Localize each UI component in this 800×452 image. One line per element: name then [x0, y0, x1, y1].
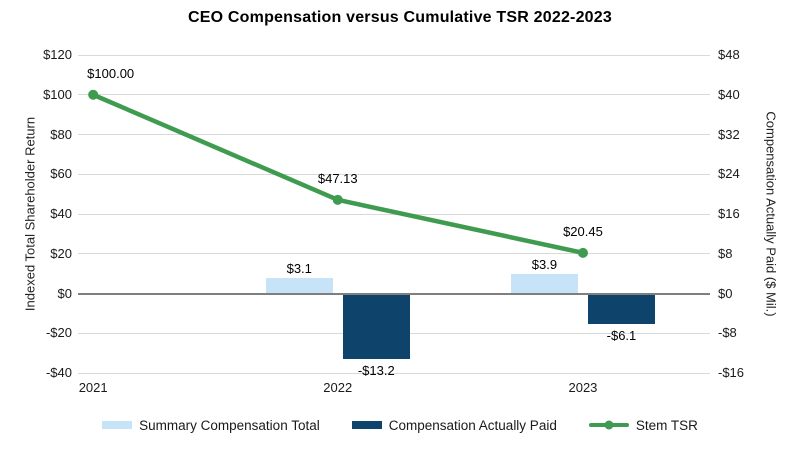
bar-label: -$6.1	[606, 327, 637, 343]
x-axis-tick-label: 2022	[323, 380, 353, 395]
left-axis-tick-label: $40	[50, 206, 72, 221]
gridline	[78, 134, 710, 135]
bar-label: -$13.2	[357, 363, 395, 379]
line-point-label: $100.00	[87, 65, 135, 81]
legend-label-stem-tsr: Stem TSR	[635, 417, 698, 433]
gridline	[78, 372, 710, 374]
right-axis-tick-label: -$16	[718, 365, 745, 380]
right-axis-tick-label: $0	[718, 285, 733, 301]
left-axis-tick-label: $60	[50, 166, 72, 182]
legend-item-stem-tsr: Stem TSR	[588, 417, 698, 433]
gridline	[78, 54, 710, 56]
right-axis-tick-label: -$8	[718, 325, 737, 341]
legend: Summary Compensation Total Compensation …	[0, 413, 800, 437]
right-axis-tick-label: $16	[718, 206, 740, 221]
gridline	[78, 94, 710, 96]
left-axis-tick-label: $80	[50, 126, 72, 142]
left-axis-tick-label: -$40	[45, 365, 72, 380]
line-point	[88, 89, 99, 100]
compensation-actually-paid-swatch-icon	[351, 421, 382, 429]
stem-tsr-line-marker-icon	[588, 420, 629, 430]
line-point-label: $20.45	[563, 223, 603, 239]
bar-2023	[587, 293, 655, 324]
left-axis-tick-label: $100	[43, 86, 72, 102]
gridline	[78, 253, 710, 255]
chart-title: CEO Compensation versus Cumulative TSR 2…	[188, 9, 612, 26]
x-axis-tick-label: 2023	[568, 380, 598, 395]
legend-label-compensation-actually-paid: Compensation Actually Paid	[388, 417, 557, 433]
summary-compensation-swatch-icon	[102, 421, 133, 429]
legend-item-summary-compensation-total: Summary Compensation Total	[102, 418, 320, 433]
right-axis-tick-label: $40	[718, 86, 740, 102]
legend-item-compensation-actually-paid: Compensation Actually Paid	[351, 417, 557, 433]
left-axis-tick-label: $20	[50, 245, 72, 261]
zero-gridline	[78, 292, 710, 295]
legend-label-summary-compensation-total: Summary Compensation Total	[139, 417, 320, 433]
gridline	[78, 173, 710, 175]
line-point	[332, 194, 343, 205]
left-axis-tick-label: $120	[43, 47, 72, 62]
bar-2022	[265, 278, 333, 294]
stem-tsr-line	[88, 89, 588, 258]
line-point	[577, 247, 588, 258]
bar-label: $3.9	[531, 257, 558, 273]
right-axis-tick-label: $48	[718, 47, 740, 62]
right-axis-tick-label: $32	[718, 126, 740, 142]
right-axis-tick-label: $24	[718, 166, 740, 182]
left-axis-tick-label: $0	[57, 285, 72, 301]
right-axis-tick-label: $8	[718, 245, 733, 261]
left-axis-tick-label: -$20	[45, 325, 72, 341]
bar-2022	[342, 293, 410, 360]
bar-label: $3.1	[286, 261, 312, 277]
plot-area: 2021 2022 2023 $3.1 $3.9 -$13.2 -$6.1 $100.00 $4…	[78, 54, 710, 395]
line-point-label: $47.13	[317, 170, 358, 186]
x-axis-tick-label: 2021	[78, 380, 108, 395]
bar-2023	[510, 274, 578, 294]
